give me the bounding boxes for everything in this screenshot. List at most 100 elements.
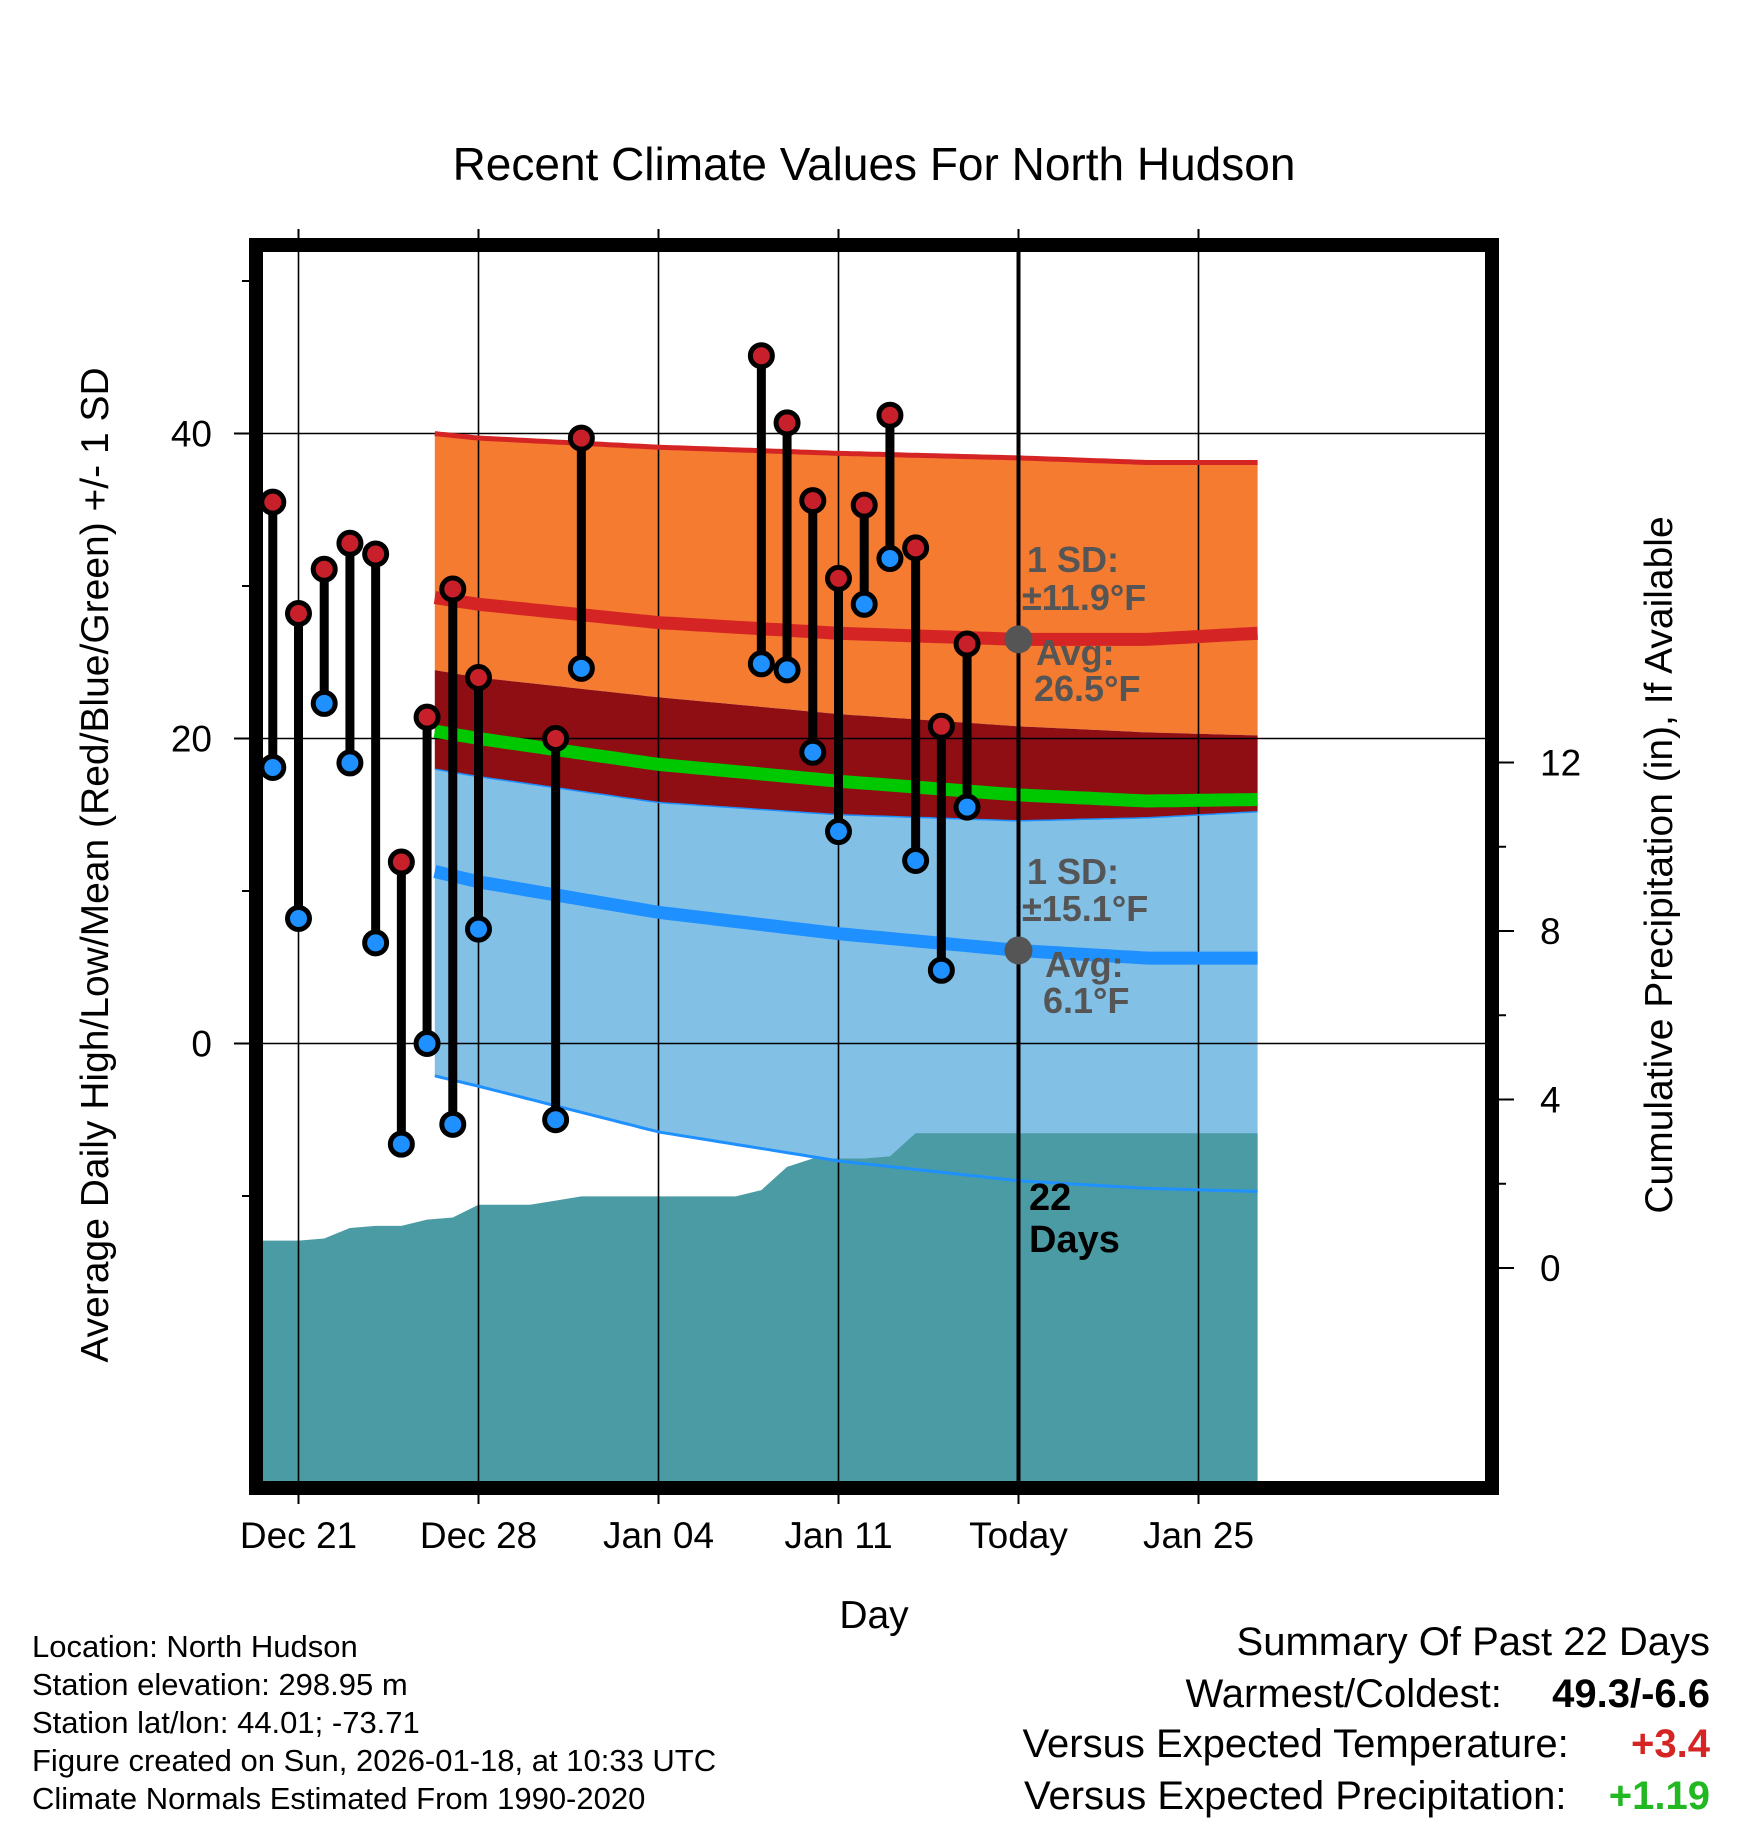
tick-label: Jan 25 xyxy=(1143,1515,1254,1556)
footer-elevation: Station elevation: 298.95 m xyxy=(32,1667,408,1702)
summary-temp-value: +3.4 xyxy=(1631,1722,1710,1766)
low-point xyxy=(263,753,287,781)
footer-normals: Climate Normals Estimated From 1990-2020 xyxy=(32,1781,646,1816)
footer-created: Figure created on Sun, 2026-01-18, at 10… xyxy=(32,1743,717,1778)
summary-title-text: Summary Of Past 22 Days xyxy=(1236,1620,1710,1664)
high-point xyxy=(825,564,852,592)
low-average-marker xyxy=(1004,936,1033,965)
low-point xyxy=(850,590,878,618)
low-point xyxy=(210,641,232,663)
high-point xyxy=(285,599,312,627)
tick-label: Today xyxy=(969,1515,1068,1556)
low-sd-label: 1 SD: xyxy=(1027,851,1119,892)
x-axis-label: Day xyxy=(839,1594,909,1637)
high-point xyxy=(310,555,338,583)
y-axis-label: Average Daily High/Low/Mean (Red/Blue/Gr… xyxy=(74,367,117,1362)
high-point xyxy=(210,281,232,303)
axis-ticks: Dec 21 Dec 28 Jan 04 Jan 11 Today Jan 2502040… xyxy=(171,229,1581,1556)
low-point xyxy=(902,847,930,874)
high-point xyxy=(850,491,878,519)
low-point xyxy=(439,1110,467,1138)
high-avg-label: Avg: xyxy=(1036,632,1115,673)
low-avg-value: 6.1°F xyxy=(1043,980,1129,1021)
tick-label: 8 xyxy=(1540,911,1561,952)
low-point xyxy=(953,793,981,821)
low-upper-sd-line xyxy=(434,768,1258,822)
y2-axis-label: Cumulative Precipitation (in), If Availa… xyxy=(1638,516,1681,1213)
high-point xyxy=(263,488,287,516)
days-count-label: 22 xyxy=(1029,1177,1071,1219)
low-point xyxy=(310,689,338,717)
low-point xyxy=(336,749,364,777)
low-point xyxy=(542,1106,570,1134)
high-sd-value: ±11.9°F xyxy=(1022,577,1146,618)
high-point xyxy=(567,424,595,452)
tick-label: 40 xyxy=(171,414,212,455)
tick-label: 12 xyxy=(1540,743,1581,784)
high-point xyxy=(387,848,415,876)
high-point xyxy=(747,342,775,370)
summary-temp-label: Versus Expected Temperature: xyxy=(1022,1722,1569,1766)
low-point xyxy=(747,650,775,678)
low-point xyxy=(773,656,801,684)
low-point xyxy=(413,1030,441,1057)
high-point xyxy=(413,703,441,731)
low-point xyxy=(927,956,955,984)
summary-precip-value: +1.19 xyxy=(1608,1774,1710,1818)
low-point xyxy=(876,545,904,573)
tick-label: 4 xyxy=(1540,1080,1561,1121)
summary-temp-row: Versus Expected Temperature: +3.4 xyxy=(1023,1722,1710,1767)
low-point xyxy=(387,1130,415,1158)
high-sd-label: 1 SD: xyxy=(1027,539,1119,580)
summary-warmest-label: Warmest/Coldest: xyxy=(1185,1672,1502,1716)
high-point xyxy=(439,575,467,603)
overlap-sd-band xyxy=(434,670,1258,821)
high-point xyxy=(799,487,827,515)
tick-label: Dec 28 xyxy=(420,1515,537,1556)
mean-average-line xyxy=(433,724,1258,808)
tick-label: Dec 21 xyxy=(240,1515,357,1556)
summary-title: Summary Of Past 22 Days xyxy=(1237,1620,1710,1665)
low-avg-label: Avg: xyxy=(1045,944,1124,985)
summary-warmest-value: 49.3/-6.6 xyxy=(1552,1672,1710,1716)
footer-location: Location: North Hudson xyxy=(32,1629,358,1664)
tick-label: 0 xyxy=(1540,1248,1561,1289)
high-point xyxy=(362,540,390,568)
low-point xyxy=(825,818,852,846)
observations xyxy=(210,281,981,1158)
high-average-marker xyxy=(1004,625,1033,654)
high-point xyxy=(953,630,981,658)
tick-label: 20 xyxy=(171,719,212,760)
chart-title: Recent Climate Values For North Hudson xyxy=(453,138,1296,190)
low-point xyxy=(799,738,827,766)
summary-precip-row: Versus Expected Precipitation: +1.19 xyxy=(1024,1774,1710,1819)
high-average-line xyxy=(433,591,1258,646)
low-sd-value: ±15.1°F xyxy=(1022,888,1148,929)
high-point xyxy=(902,534,930,562)
high-avg-value: 26.5°F xyxy=(1034,668,1140,709)
high-point xyxy=(336,529,364,557)
high-point xyxy=(876,401,904,429)
low-point xyxy=(285,904,312,932)
high-point xyxy=(773,409,801,437)
low-point xyxy=(567,654,595,682)
precipitation-area xyxy=(263,1133,1258,1481)
summary-warmest-row: Warmest/Coldest: 49.3/-6.6 xyxy=(1185,1672,1710,1717)
summary-precip-label: Versus Expected Precipitation: xyxy=(1024,1774,1567,1818)
low-sd-band xyxy=(434,769,1258,1192)
low-point xyxy=(362,929,390,957)
days-word-label: Days xyxy=(1029,1219,1120,1261)
high-point xyxy=(542,725,570,752)
tick-label: Jan 11 xyxy=(784,1515,892,1556)
footer-latlon: Station lat/lon: 44.01; -73.71 xyxy=(32,1705,420,1740)
plot-frame xyxy=(249,238,1499,1495)
high-point xyxy=(927,712,955,740)
low-lower-sd-line xyxy=(434,1074,1258,1193)
high-point xyxy=(465,664,492,691)
tick-label: 0 xyxy=(191,1024,212,1065)
low-average-line xyxy=(433,865,1258,965)
plot-area: 1 SD: ±11.9°F Avg: 26.5°F 1 SD: ±15.1°F … xyxy=(210,252,1485,1481)
tick-label: Jan 04 xyxy=(603,1515,714,1556)
low-point xyxy=(465,915,492,943)
